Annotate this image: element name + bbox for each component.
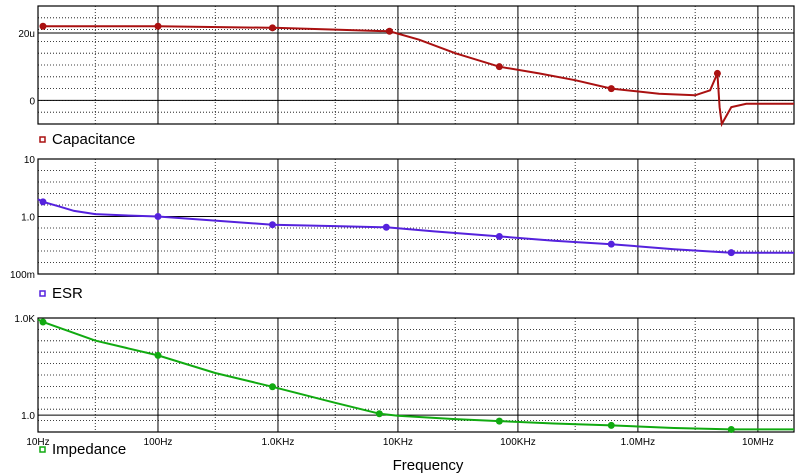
plot-frame	[37, 317, 795, 433]
x-tick-label: 1.0MHz	[621, 437, 655, 448]
data-point-marker	[713, 69, 721, 77]
data-point-marker	[375, 410, 383, 418]
plot-frame	[37, 5, 795, 125]
data-point-marker	[39, 22, 47, 30]
data-point-marker	[495, 417, 503, 425]
y-tick-label: 1.0K	[14, 314, 35, 325]
data-point-marker	[607, 85, 615, 93]
series-line-capacitance	[43, 25, 794, 128]
x-tick-label: 1.0KHz	[262, 437, 295, 448]
data-point-marker	[607, 240, 615, 248]
data-point-marker	[495, 232, 503, 240]
x-axis-label: Frequency	[393, 457, 464, 474]
y-tick-label: 10	[24, 155, 36, 166]
y-tick-label: 100m	[10, 270, 35, 281]
data-point-marker	[268, 221, 276, 229]
x-tick-label: 100Hz	[144, 437, 173, 448]
data-point-marker	[268, 24, 276, 32]
y-tick-label: 1.0	[21, 213, 35, 224]
y-tick-label: 20u	[18, 29, 35, 40]
data-point-marker	[727, 425, 735, 433]
data-point-marker	[154, 351, 162, 359]
data-point-marker	[607, 421, 615, 429]
legend-label: Capacitance	[52, 131, 135, 148]
x-tick-label: 10MHz	[742, 437, 774, 448]
x-tick-label: 100KHz	[500, 437, 536, 448]
legend-label: ESR	[52, 285, 83, 302]
data-point-marker	[727, 249, 735, 257]
data-point-marker	[495, 63, 503, 71]
legend-swatch	[39, 136, 46, 143]
x-tick-label: 10KHz	[383, 437, 413, 448]
legend-swatch	[39, 446, 46, 453]
y-tick-label: 1.0	[21, 411, 35, 422]
data-point-marker	[154, 22, 162, 30]
legend-label: Impedance	[52, 441, 126, 458]
plot-frame	[37, 158, 795, 275]
series-line-impedance	[37, 318, 794, 431]
esr-panel: 10 1.0 100m ESR	[10, 155, 795, 302]
impedance-panel: 1.0K 1.0 10Hz 100Hz 1.0KHz 10KHz 100KHz 1.0MHz 1…	[14, 314, 795, 458]
series-line-esr	[37, 198, 794, 254]
capacitance-panel: 20u 0 Capacitance	[18, 5, 795, 148]
data-point-marker	[268, 383, 276, 391]
data-point-marker	[154, 213, 162, 220]
legend-swatch	[39, 290, 46, 297]
data-point-marker	[385, 27, 393, 35]
data-point-marker	[382, 223, 390, 231]
data-point-marker	[39, 198, 47, 206]
y-tick-label: 0	[29, 96, 35, 107]
data-point-marker	[39, 318, 47, 326]
x-tick-label: 10Hz	[26, 437, 49, 448]
